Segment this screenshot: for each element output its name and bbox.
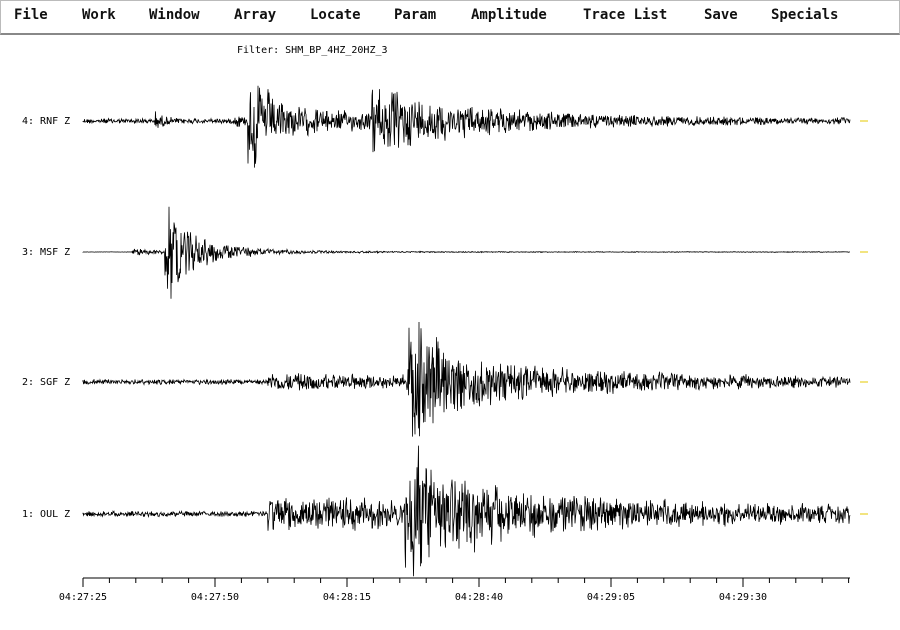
menu-item[interactable]: Param bbox=[394, 7, 437, 23]
trace-label: 1: OUL Z bbox=[22, 509, 70, 520]
menu-item[interactable]: Array bbox=[234, 7, 277, 23]
menu-item[interactable]: Specials bbox=[771, 7, 839, 23]
waveform bbox=[82, 206, 850, 299]
trace-label: 4: RNF Z bbox=[22, 116, 70, 127]
menu-item[interactable]: Locate bbox=[310, 7, 361, 23]
trace-label: 2: SGF Z bbox=[22, 377, 70, 388]
trace-label: 3: MSF Z bbox=[22, 247, 70, 258]
menu-item[interactable]: Work bbox=[82, 7, 116, 23]
menu-bar: File Work Window Array Locate Param Amplitude T… bbox=[0, 0, 900, 35]
menu-item[interactable]: File bbox=[14, 7, 48, 23]
time-label: 04:29:30 bbox=[719, 592, 767, 603]
time-label: 04:27:50 bbox=[191, 592, 239, 603]
time-label: 04:28:40 bbox=[455, 592, 503, 603]
time-label: 04:29:05 bbox=[587, 592, 635, 603]
menu-item[interactable]: Amplitude bbox=[471, 7, 547, 23]
waveform bbox=[82, 85, 851, 168]
waveform bbox=[82, 321, 851, 437]
menu-item[interactable]: Save bbox=[704, 7, 738, 23]
waveform bbox=[82, 445, 851, 577]
menu-item[interactable]: Window bbox=[149, 7, 200, 23]
time-label: 04:28:15 bbox=[323, 592, 371, 603]
filter-label: Filter: SHM_BP_4HZ_20HZ_3 bbox=[237, 45, 388, 56]
menu-item[interactable]: Trace List bbox=[583, 7, 668, 23]
time-label: 04:27:25 bbox=[59, 592, 107, 603]
